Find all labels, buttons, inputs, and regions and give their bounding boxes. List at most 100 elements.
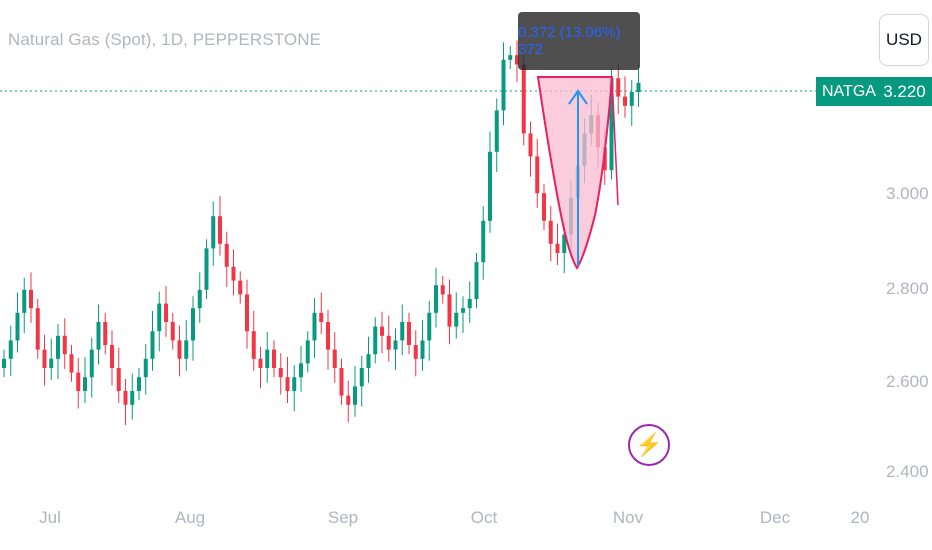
candle-body	[278, 368, 283, 378]
candle-body	[211, 216, 216, 249]
candle-body	[636, 82, 641, 92]
measure-arrow-head	[568, 89, 588, 105]
candle-body	[292, 377, 297, 391]
candle-body	[420, 340, 425, 359]
candle-body	[393, 340, 398, 350]
candle-body	[339, 368, 344, 396]
x-tick-aug: Aug	[174, 508, 206, 527]
candle-body	[42, 349, 47, 368]
candle-body	[62, 335, 67, 355]
candle-body	[434, 285, 438, 313]
candle-body	[2, 358, 6, 368]
candle-body	[481, 220, 486, 263]
candle-body	[272, 349, 276, 368]
candle-body	[305, 340, 310, 364]
candle-body	[312, 312, 317, 341]
candle-body	[116, 368, 121, 391]
candle-body	[461, 308, 465, 313]
candle-body	[353, 386, 357, 405]
candle-body	[150, 331, 155, 359]
candle-body	[22, 289, 27, 313]
candle-body	[535, 156, 540, 194]
candle-body	[380, 326, 384, 336]
candle-body	[130, 391, 135, 405]
candle-body	[143, 358, 148, 378]
candle-body	[89, 349, 94, 378]
candle-body	[238, 280, 243, 295]
candle-body	[366, 354, 371, 368]
candle-body	[265, 349, 270, 368]
candle-body	[474, 262, 479, 299]
x-tick-sep: Sep	[327, 508, 359, 527]
candle-body	[164, 303, 168, 322]
candle-body	[8, 340, 13, 359]
candle-body	[562, 234, 567, 253]
candle-body	[83, 377, 87, 391]
candle-body	[231, 266, 236, 281]
candle-body	[488, 151, 492, 221]
candle-body	[548, 220, 553, 244]
candle-body	[170, 322, 175, 341]
candle-body	[204, 248, 209, 290]
y-tick-3000: 3.000	[886, 184, 929, 203]
candle-body	[96, 322, 101, 350]
candle-body	[29, 289, 33, 309]
candle-body	[157, 303, 162, 332]
candle-body	[218, 216, 222, 244]
candle-body	[454, 312, 459, 327]
candle-body	[609, 78, 614, 171]
candle-body	[346, 395, 351, 405]
candle-body	[110, 345, 114, 368]
candle-body	[616, 78, 621, 97]
candle-body	[191, 308, 195, 341]
lightning-bolt-icon[interactable]: ⚡	[628, 424, 670, 466]
candle-body	[245, 294, 249, 332]
candle-body	[386, 335, 391, 350]
candle-body	[494, 110, 499, 152]
candle-body	[440, 285, 445, 295]
candle-body	[467, 299, 472, 309]
x-tick-nov: Nov	[612, 508, 644, 527]
candle-body	[332, 349, 337, 368]
candle-body	[413, 345, 418, 359]
pattern-right-leg	[611, 76, 619, 206]
x-tick-jul: Jul	[39, 508, 61, 527]
candle-body	[521, 64, 526, 134]
candle-body	[400, 322, 405, 341]
candle-body	[528, 133, 533, 157]
y-tick-2600: 2.600	[886, 372, 929, 391]
candle-body	[258, 358, 263, 368]
x-tick-oct: Oct	[470, 508, 498, 527]
candle-body	[123, 391, 128, 405]
candle-body	[137, 377, 141, 391]
candle-body	[35, 308, 40, 350]
candle-body	[508, 55, 513, 60]
candle-body	[197, 289, 202, 309]
candle-body	[15, 312, 20, 341]
last-price-tag: 3.220	[877, 77, 932, 106]
candle-body	[56, 335, 60, 359]
candle-body	[69, 354, 74, 373]
candle-body	[555, 243, 560, 253]
candle-body	[224, 243, 229, 267]
x-tick-20: 20	[850, 508, 870, 527]
candle-body	[103, 322, 108, 345]
candle-body	[299, 363, 303, 378]
measure-label: 0.372 (13.06%) 372	[518, 12, 640, 70]
candle-body	[285, 377, 290, 391]
candle-body	[501, 59, 506, 111]
currency-button[interactable]: USD	[879, 14, 929, 66]
candle-body	[184, 340, 189, 359]
candle-body	[542, 193, 546, 221]
y-tick-2800: 2.800	[886, 279, 929, 298]
candle-body	[177, 340, 182, 359]
candle-body	[319, 312, 324, 322]
candle-body	[359, 368, 364, 387]
candle-body	[326, 322, 330, 350]
rounding-bottom-pattern	[536, 76, 614, 270]
candle-body	[515, 55, 519, 65]
x-tick-dec: Dec	[759, 508, 791, 527]
candle-body	[49, 358, 54, 368]
chart-title: Natural Gas (Spot), 1D, PEPPERSTONE	[8, 30, 322, 49]
